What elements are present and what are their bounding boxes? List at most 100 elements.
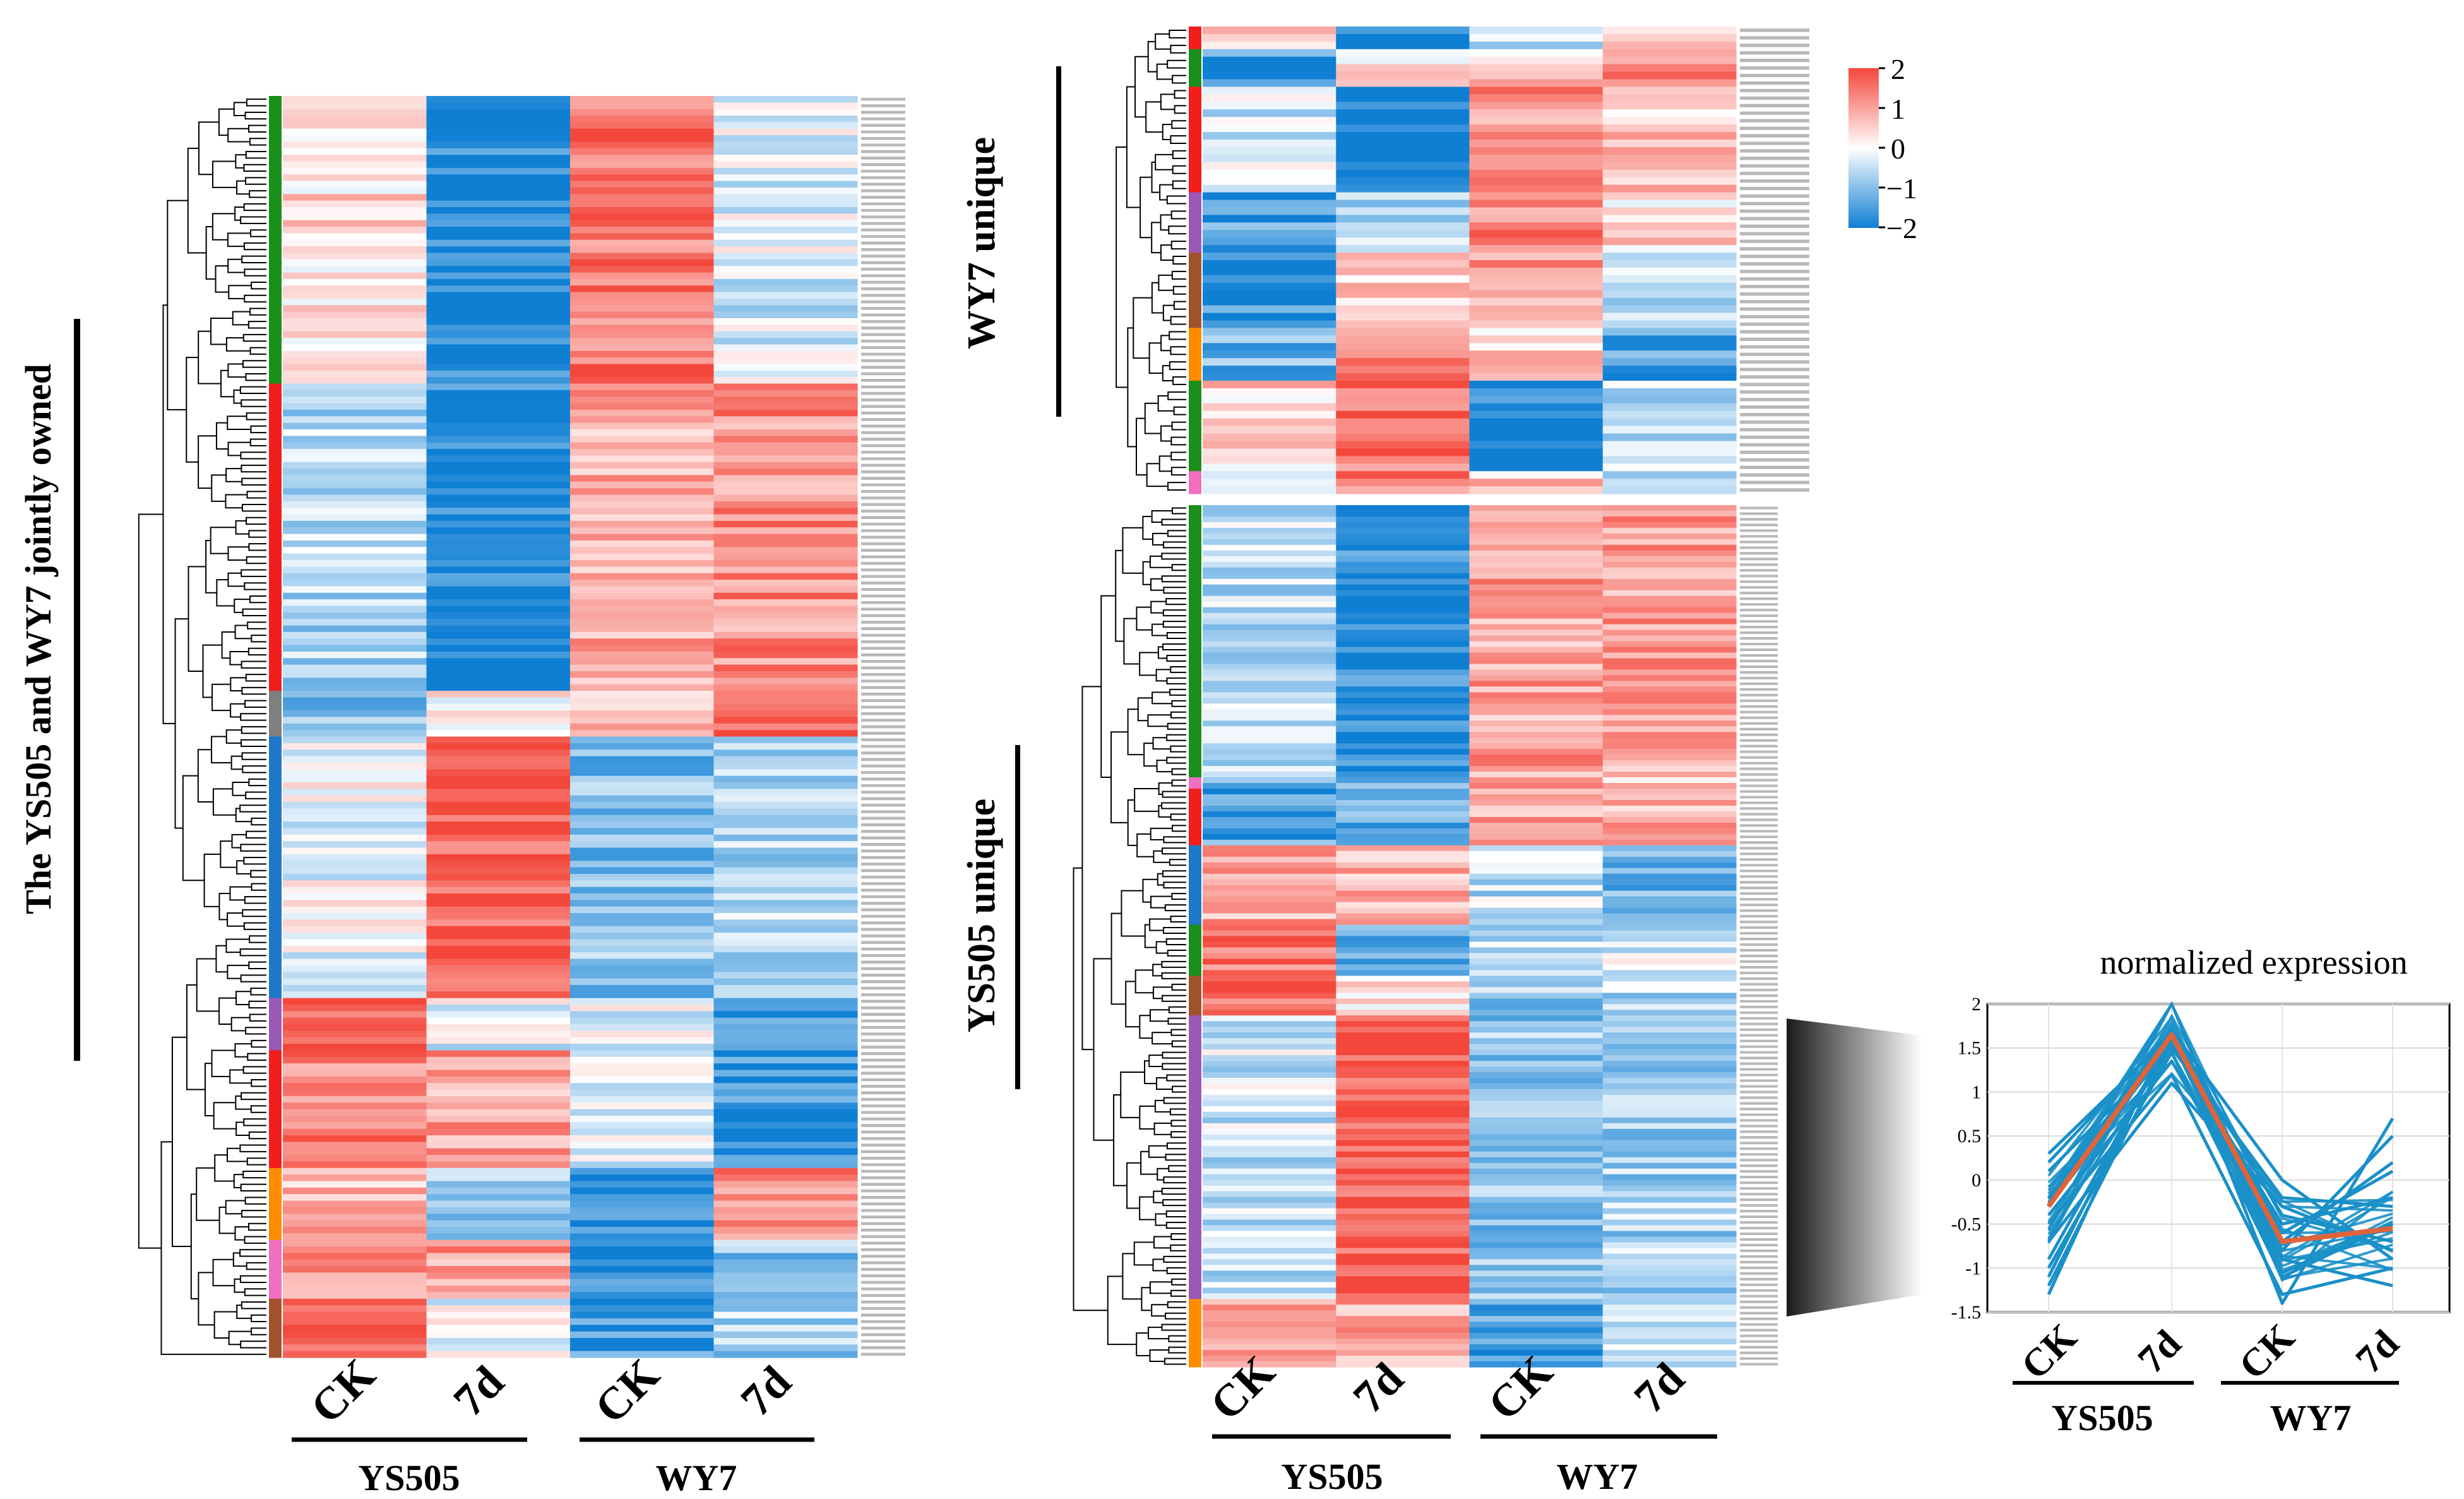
heatmap-cell [1602,1356,1737,1362]
heatmap-cell [283,991,427,999]
heatmap-cell [426,1102,571,1110]
heatmap-cell [570,834,715,842]
dendrogram-link [240,1341,266,1349]
heatmap-cell [1469,1049,1604,1056]
heatmap-cell [1469,1282,1604,1288]
heatmap-cell [1336,811,1470,818]
heatmap-cell [570,1044,715,1051]
heatmap-cell [1203,772,1336,778]
heatmap-cell [1203,595,1336,602]
heatmap-cell [1469,618,1604,625]
heatmap-cell [713,1155,858,1162]
heatmap-cell [1469,873,1604,880]
heatmap-cell [570,1037,715,1044]
heatmap-cell [1203,87,1336,95]
heatmap-cell [570,449,715,456]
heatmap-cell [1602,1021,1737,1027]
heatmap-cell [283,1279,427,1286]
heatmap-cell [570,350,715,358]
heatmap-cell [1203,1219,1336,1226]
heatmap-cell [1336,1310,1470,1317]
heatmap-cell [283,135,427,143]
heatmap-cell [1203,1191,1336,1198]
heatmap-cell [426,318,571,325]
heatmap-cell [1469,1276,1604,1282]
heatmap-cell [713,873,858,881]
dendrogram-link [228,285,252,299]
heatmap-cell [1602,1140,1737,1147]
heatmap-cell [1203,1140,1336,1147]
dendrogram-link [251,635,266,643]
dendrogram-link [1170,1233,1186,1240]
dendrogram-link [227,415,251,430]
heatmap-cell [1336,1128,1470,1135]
heatmap-cell [1336,1339,1470,1345]
dendrogram-link [1170,666,1186,673]
heatmap-cell [713,678,858,685]
heatmap-cell [1336,94,1470,102]
heatmap-cell [426,540,571,547]
heatmap-cell [713,723,858,731]
heatmap-cell [570,1239,715,1247]
heatmap-cell [713,828,858,835]
heatmap-cell [570,501,715,508]
heatmap-cell [1602,237,1737,246]
heatmap-cell [570,1286,715,1293]
heatmap-cell [283,821,427,829]
cluster-bar-purple [1189,1015,1201,1299]
heatmap-cell [1469,87,1604,95]
heatmap-cell [1602,215,1737,223]
dendrogram-link [241,399,266,407]
heatmap-cell [283,573,427,580]
heatmap-cell [1203,936,1336,943]
heatmap-cell [1469,652,1604,659]
dendrogram-link [244,1197,266,1205]
heatmap-cell [1203,215,1336,223]
heatmap-cell [713,945,858,953]
heatmap-cell [1469,1117,1604,1124]
heatmap-cell [570,1096,715,1103]
heatmap-cell [426,1331,571,1339]
heatmap-cell [713,1325,858,1332]
heatmap-cell [283,1325,427,1332]
heatmap-cell [1469,953,1604,960]
heatmap-cell [1469,282,1604,291]
dendrogram-link [246,517,266,525]
heatmap-cell [1469,998,1604,1005]
heatmap-cell [283,1011,427,1018]
heatmap-cell [1203,200,1336,208]
heatmap-cell [426,155,571,162]
dendrogram-link [215,945,228,973]
heatmap-cell [426,651,571,659]
heatmap-cell [1203,907,1336,914]
heatmap-cell [1336,1350,1470,1356]
heatmap-cell [283,553,427,561]
heatmap-cell [1203,328,1336,336]
heatmap-cell [570,1259,715,1267]
heatmap-cell [1469,805,1604,812]
heatmap-cell [1469,1356,1604,1362]
heatmap-cell [426,736,571,744]
heatmap-cell [283,469,427,476]
dendrogram-link [240,844,266,852]
heatmap-cell [1336,839,1470,846]
heatmap-cell [1469,1162,1604,1169]
dendrogram-link [1171,1278,1186,1286]
heatmap-cell [283,462,427,469]
heatmap-cell [1203,896,1336,903]
dendrogram-link [1173,301,1186,310]
heatmap-cell [1336,146,1470,155]
heatmap-cell [1336,230,1470,238]
dendrogram-link [227,232,251,248]
heatmap-cell [1203,1299,1336,1305]
dendrogram-link [220,369,234,398]
heatmap-cell [426,1253,571,1260]
heatmap-cell [1602,590,1737,597]
heatmap-cell [713,96,858,103]
heatmap-cell [1602,441,1737,449]
heatmap-cell [1336,720,1470,727]
dendrogram-link [1154,1099,1170,1113]
heatmap-cell [1469,366,1604,374]
heatmap-cell [1602,998,1737,1005]
dendrogram-link [1155,153,1173,170]
